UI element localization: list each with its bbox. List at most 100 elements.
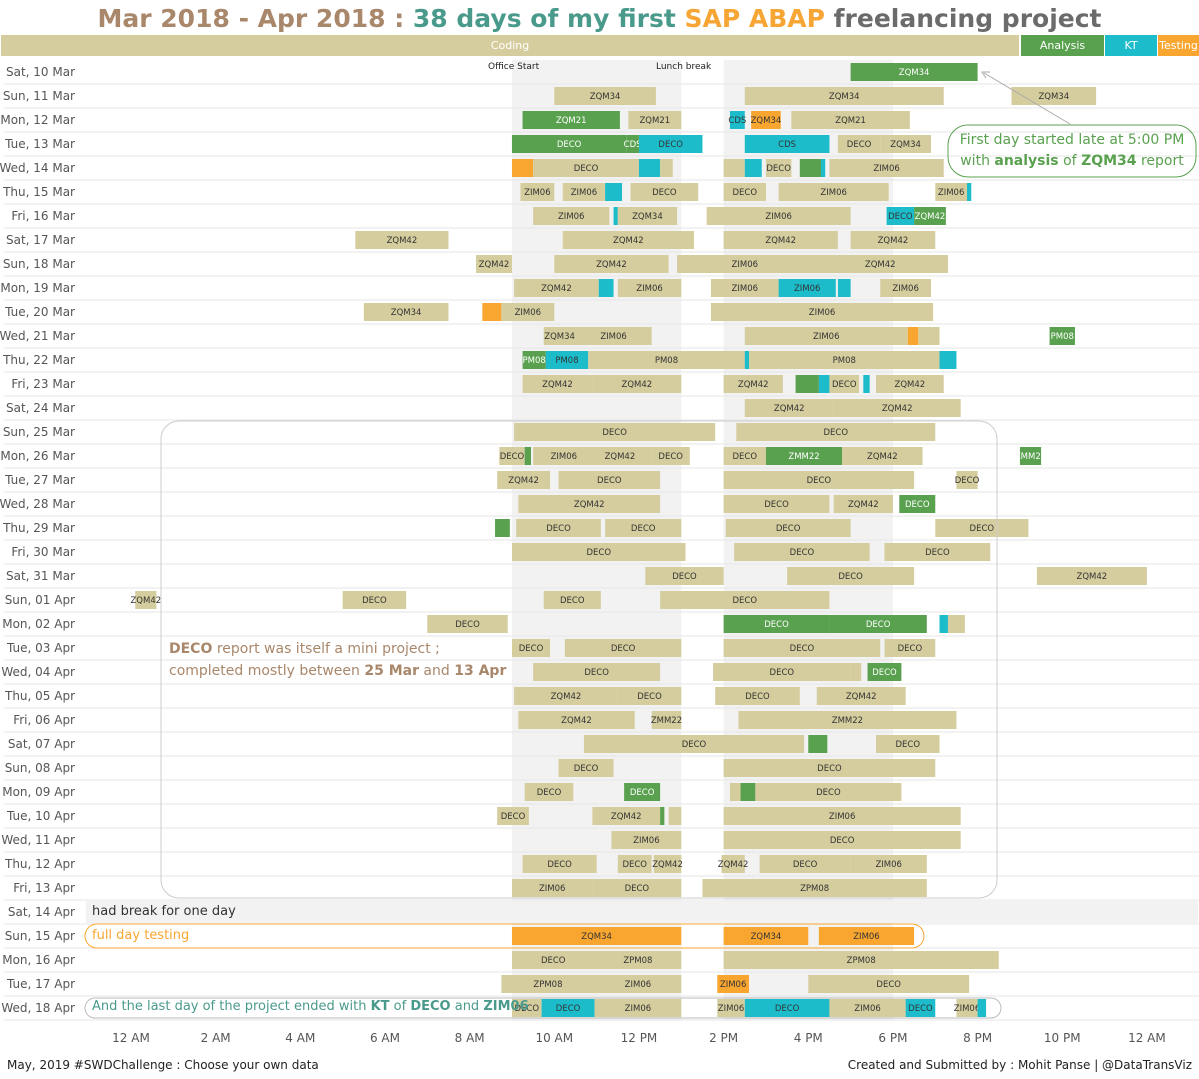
task-bar — [905, 999, 936, 1017]
task-bar — [558, 471, 661, 489]
task-label: ZQM42 — [915, 212, 946, 222]
task-bar — [511, 135, 627, 153]
task-bar — [880, 279, 932, 297]
task-bar — [497, 807, 529, 825]
task-label: ZIM06 — [625, 980, 651, 990]
task-bar — [829, 375, 860, 393]
task-bar — [522, 111, 620, 129]
task-label: ZIM06 — [813, 332, 839, 342]
title-project: freelancing project — [824, 4, 1102, 33]
task-label: ZQM21 — [556, 116, 587, 126]
task-bar — [499, 447, 525, 465]
task-bar — [738, 711, 957, 729]
task-bar — [706, 207, 851, 225]
task-bar — [723, 759, 936, 777]
task-label: ZIM06 — [718, 1004, 744, 1014]
task-bar — [541, 999, 595, 1017]
task-label: ZIM06 — [720, 980, 746, 990]
deco-mini-project: report was itself a mini project ; — [212, 641, 440, 657]
task-bar — [355, 231, 449, 249]
task-bar — [967, 183, 972, 201]
day-label: Wed, 18 Apr — [1, 1001, 75, 1015]
task-bar — [765, 159, 792, 177]
task-label: DECO — [362, 596, 387, 606]
task-bar — [575, 327, 652, 345]
task-label: DECO — [515, 1004, 540, 1014]
task-bar — [617, 279, 682, 297]
task-bar — [511, 927, 682, 945]
task-bar — [812, 255, 948, 273]
deco-end-date: 13 Apr — [454, 663, 507, 679]
task-bar — [516, 519, 601, 537]
task-label: ZQM42 — [387, 236, 418, 246]
task-bar — [723, 639, 881, 657]
task-label: ZQM34 — [1038, 92, 1069, 102]
day-label: Sun, 25 Mar — [3, 425, 75, 439]
task-bar — [715, 687, 800, 705]
task-label: ZIM06 — [873, 164, 899, 174]
task-label: DECO — [847, 140, 872, 150]
task-label: ZQM42 — [895, 380, 926, 390]
task-label: DECO — [560, 596, 585, 606]
task-label: ZIM06 — [551, 452, 577, 462]
task-bar — [522, 855, 597, 873]
task-label: ZIM06 — [954, 1004, 980, 1014]
task-label: DECO — [501, 812, 526, 822]
task-bar — [956, 471, 978, 489]
task-bar — [605, 519, 682, 537]
first-day-of: of — [1058, 153, 1082, 169]
task-label: ZIM06 — [625, 1004, 651, 1014]
task-bar — [791, 111, 910, 129]
task-label: ZQM42 — [1077, 572, 1108, 582]
task-label: DECO — [733, 452, 758, 462]
day-label: Mon, 12 Mar — [0, 113, 75, 127]
task-bar — [511, 543, 686, 561]
task-bar — [543, 327, 576, 345]
task-label: DECO — [776, 524, 801, 534]
task-label: DECO — [770, 668, 795, 678]
task-label: DECO — [866, 620, 891, 630]
break-day-band — [86, 901, 1198, 923]
x-tick-label: 12 AM — [1128, 1031, 1166, 1045]
task-label: DECO — [631, 524, 656, 534]
task-label: ZQM34 — [544, 332, 575, 342]
task-label: DECO — [733, 596, 758, 606]
title-date-range: Mar 2018 - Apr 2018 : — [97, 4, 413, 33]
day-label: Tue, 03 Apr — [6, 641, 75, 655]
task-bar — [837, 279, 851, 297]
task-bar — [729, 111, 745, 129]
task-label: DECO — [764, 500, 789, 510]
task-bar — [778, 279, 836, 297]
task-label: ZQM42 — [765, 236, 796, 246]
task-label: ZIM06 — [732, 284, 758, 294]
task-label: ZQM42 — [882, 404, 913, 414]
deco-callout-frame — [160, 420, 998, 899]
task-bar — [1011, 87, 1097, 105]
task-bar — [956, 999, 978, 1017]
x-tick-label: 8 PM — [963, 1031, 992, 1045]
task-label: DECO — [895, 740, 920, 750]
task-label: ZQM42 — [541, 284, 572, 294]
day-label: Thu, 22 Mar — [2, 353, 75, 367]
task-label: ZIM06 — [829, 812, 855, 822]
task-label: ZIM06 — [938, 188, 964, 198]
task-bar — [511, 879, 593, 897]
task-label: DECO — [838, 572, 863, 582]
task-label: DECO — [652, 188, 677, 198]
page-title: Mar 2018 - Apr 2018 : 38 days of my firs… — [0, 2, 1199, 36]
day-label: Tue, 17 Apr — [6, 977, 75, 991]
first-day-arrowhead — [981, 71, 990, 79]
task-label: DECO — [830, 836, 855, 846]
task-bar — [638, 135, 703, 153]
task-label: DECO — [556, 1004, 581, 1014]
day-label: Sun, 11 Mar — [3, 89, 75, 103]
task-bar — [588, 351, 745, 369]
task-label: PM08 — [1051, 332, 1074, 342]
last-day-deco: DECO — [410, 999, 451, 1014]
task-label: ZQM34 — [829, 92, 860, 102]
task-label: ZQM34 — [890, 140, 921, 150]
task-label: DECO — [672, 572, 697, 582]
first-day-callout: First day started late at 5:00 PM with a… — [958, 130, 1186, 172]
last-day-of: of — [389, 999, 411, 1014]
task-bar — [594, 999, 682, 1017]
